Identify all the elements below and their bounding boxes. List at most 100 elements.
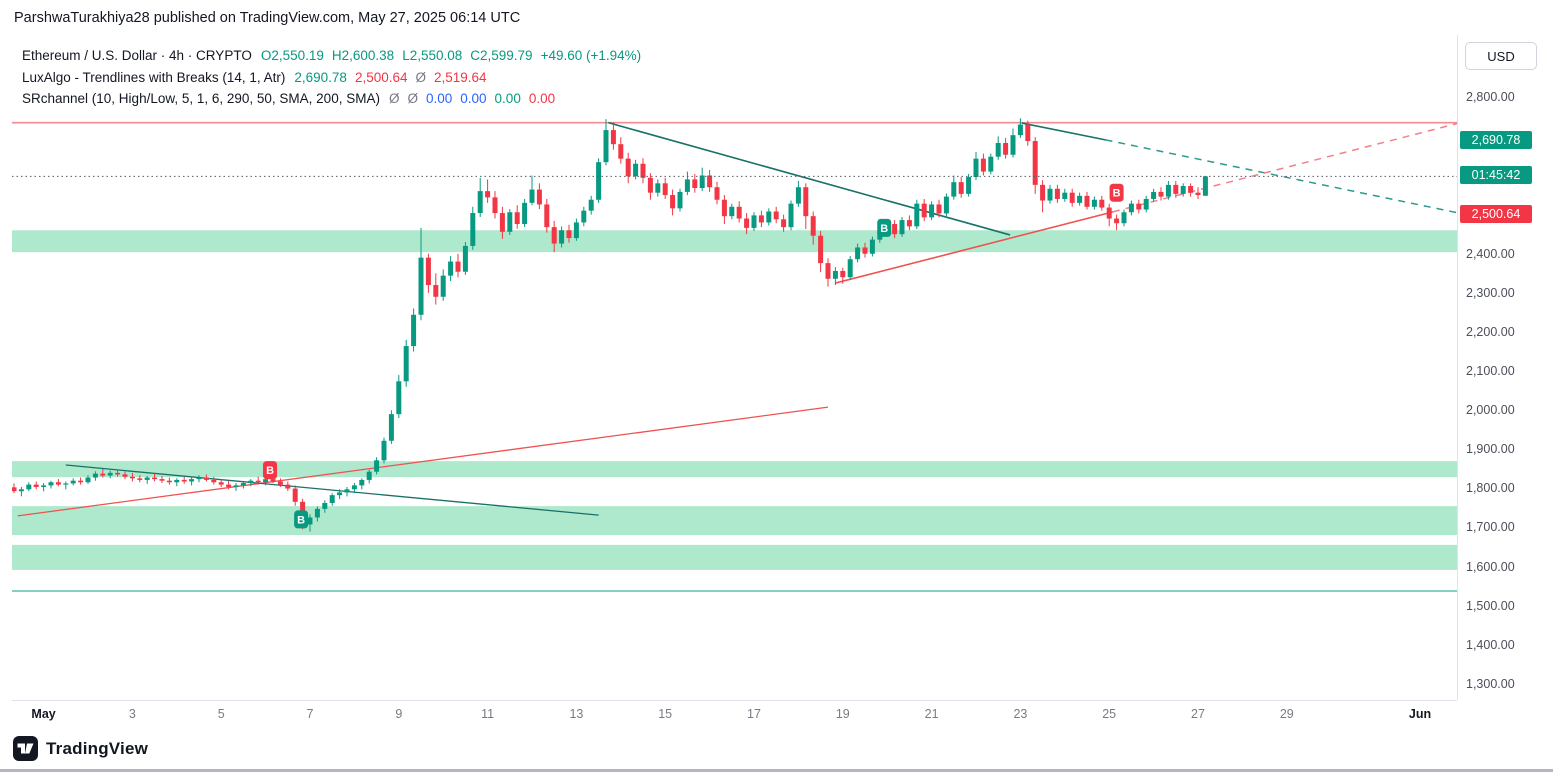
candle-body bbox=[662, 183, 668, 196]
time-axis-label: 29 bbox=[1279, 707, 1294, 721]
trendline bbox=[1105, 139, 1457, 214]
candle-body bbox=[455, 261, 461, 272]
candle-body bbox=[744, 218, 750, 228]
time-axis[interactable]: May 3 5 7 9 11 13 15 17 19 21 23 25 27 29 Jun bbox=[12, 700, 1457, 729]
candle-body bbox=[48, 482, 54, 486]
candle-body bbox=[1195, 192, 1201, 196]
candle-body bbox=[115, 472, 121, 475]
candle-body bbox=[544, 204, 550, 228]
legend-symbol-row[interactable]: Ethereum / U.S. Dollar · 4h · CRYPTO O2,5… bbox=[22, 45, 649, 67]
candle-body bbox=[144, 477, 150, 480]
time-axis-label: 11 bbox=[481, 707, 495, 721]
symbol-title[interactable]: Ethereum / U.S. Dollar · 4h · CRYPTO bbox=[22, 48, 252, 63]
candle-body bbox=[277, 481, 283, 485]
time-axis-label: 19 bbox=[835, 707, 850, 721]
candle-body bbox=[1114, 218, 1120, 224]
break-label-text: B bbox=[1113, 188, 1121, 200]
price-axis-label: 2,000.00 bbox=[1466, 403, 1515, 418]
break-label-text: B bbox=[266, 465, 274, 477]
candle-body bbox=[788, 203, 794, 228]
trendline bbox=[17, 406, 829, 517]
candle-body bbox=[477, 191, 483, 214]
candle-body bbox=[285, 484, 291, 489]
tradingview-logo-icon[interactable] bbox=[13, 736, 38, 761]
candle-body bbox=[929, 204, 935, 218]
candle-body bbox=[329, 495, 335, 503]
candle-body bbox=[1121, 212, 1127, 224]
time-axis-label: 23 bbox=[1013, 707, 1028, 721]
candle-body bbox=[1054, 188, 1060, 199]
candle-body bbox=[781, 219, 787, 228]
countdown-badge: 01:45:42 bbox=[1460, 166, 1532, 185]
time-axis-label: 25 bbox=[1102, 707, 1117, 721]
candle-body bbox=[758, 215, 764, 223]
candle-body bbox=[403, 346, 409, 382]
candle-body bbox=[26, 484, 32, 490]
window-bottom-edge bbox=[0, 769, 1553, 772]
price-axis[interactable]: USD 2,800.00 2,400.00 2,300.00 2,200.00 2,10… bbox=[1457, 35, 1553, 700]
time-axis-label: May bbox=[31, 707, 56, 721]
indicator-title-luxalgo[interactable]: LuxAlgo - Trendlines with Breaks (14, 1,… bbox=[22, 69, 286, 85]
candle-body bbox=[425, 257, 431, 286]
candle-body bbox=[766, 211, 772, 223]
candle-body bbox=[914, 203, 920, 227]
candle-body bbox=[551, 227, 557, 244]
candle-body bbox=[174, 479, 180, 483]
candle-body bbox=[396, 381, 402, 415]
price-axis-label: 2,200.00 bbox=[1466, 324, 1515, 339]
break-label-text: B bbox=[880, 223, 888, 235]
candle-body bbox=[359, 479, 365, 486]
candle-body bbox=[507, 212, 513, 232]
currency-toggle-button[interactable]: USD bbox=[1465, 42, 1537, 70]
chart-canvas[interactable]: B B B B Ethereum / U.S. Dollar · 4h · CRYPT… bbox=[12, 35, 1457, 700]
candle-body bbox=[33, 484, 39, 487]
candle-body bbox=[832, 270, 838, 279]
candle-body bbox=[736, 206, 742, 219]
price-axis-label: 2,100.00 bbox=[1466, 363, 1515, 378]
publish-header: ParshwaTurakhiya28 published on TradingV… bbox=[14, 10, 521, 26]
candle-body bbox=[573, 222, 579, 239]
legend-indicator-luxalgo[interactable]: LuxAlgo - Trendlines with Breaks (14, 1,… bbox=[22, 67, 649, 89]
candle-body bbox=[189, 479, 195, 482]
candle-body bbox=[1180, 186, 1186, 194]
price-axis-label: 1,500.00 bbox=[1466, 598, 1515, 613]
sr-band bbox=[12, 506, 1457, 536]
legend-indicator-srchannel[interactable]: SRchannel (10, High/Low, 5, 1, 6, 290, 5… bbox=[22, 88, 649, 110]
candle-body bbox=[729, 206, 735, 217]
candlestick-chart[interactable]: B B B B bbox=[12, 35, 1457, 700]
candle-body bbox=[936, 204, 942, 214]
candle-body bbox=[448, 261, 454, 276]
price-axis-label: 1,800.00 bbox=[1466, 481, 1515, 496]
indicator-title-srchannel[interactable]: SRchannel (10, High/Low, 5, 1, 6, 290, 5… bbox=[22, 91, 380, 106]
candle-body bbox=[995, 142, 1001, 157]
candle-body bbox=[803, 187, 809, 217]
candle-body bbox=[795, 187, 801, 204]
candle-body bbox=[233, 485, 239, 487]
candle-body bbox=[559, 230, 565, 244]
candle-body bbox=[211, 479, 217, 483]
trendline bbox=[835, 211, 1114, 284]
candle-body bbox=[603, 130, 609, 163]
candle-body bbox=[1032, 141, 1038, 185]
break-label-text: B bbox=[297, 514, 305, 526]
candle-body bbox=[92, 473, 98, 478]
candle-body bbox=[892, 223, 898, 235]
candle-body bbox=[1062, 192, 1068, 199]
candle-body bbox=[625, 158, 631, 177]
candle-body bbox=[810, 216, 816, 236]
candle-body bbox=[847, 259, 853, 278]
candle-body bbox=[470, 213, 476, 246]
candle-body bbox=[973, 158, 979, 178]
candle-body bbox=[485, 191, 491, 198]
candle-body bbox=[12, 487, 17, 492]
candle-body bbox=[433, 285, 439, 297]
candle-body bbox=[966, 177, 972, 194]
candle-body bbox=[692, 179, 698, 188]
candle-body bbox=[773, 211, 779, 220]
time-axis-label: Jun bbox=[1408, 707, 1432, 721]
candle-body bbox=[166, 480, 172, 483]
candle-body bbox=[1003, 142, 1009, 155]
legend-value: Ø bbox=[407, 91, 418, 106]
tradingview-wordmark[interactable]: TradingView bbox=[46, 738, 149, 758]
candle-body bbox=[588, 199, 594, 211]
